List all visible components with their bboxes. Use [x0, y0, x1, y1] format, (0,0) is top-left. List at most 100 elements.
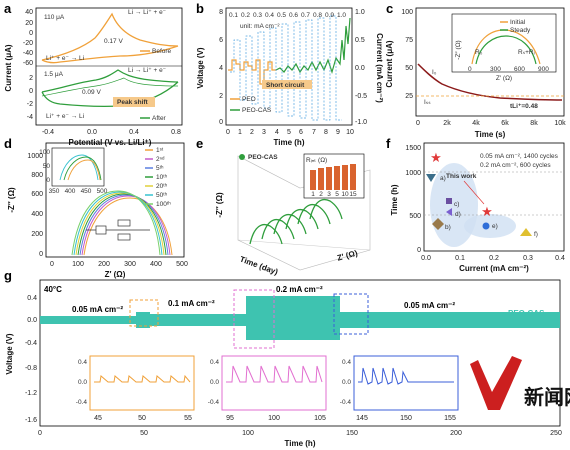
d-inset-xtick-3: 500 [97, 188, 108, 195]
d-legend-3: 10ᵗʰ [156, 174, 168, 181]
panel-c-yticks: 100 75 50 25 [401, 9, 413, 100]
d-ytick-2: 600 [31, 191, 43, 198]
g-ylabel: Voltage (V) [5, 333, 14, 375]
a-xtick-0: -0.4 [42, 129, 54, 136]
e-curve-1 [249, 223, 283, 245]
d-legend-1: 2ⁿᵈ [156, 156, 165, 163]
a-ylabel: Current (μA) [4, 44, 13, 91]
g-xtick-0: 0 [38, 430, 42, 437]
watermark: 新闻网 [470, 356, 570, 410]
f-star-1: ★ [430, 150, 442, 165]
a-ytick-9: -4 [27, 114, 33, 121]
g-inset2-xtick-2: 105 [314, 415, 326, 422]
cv-before-curve [41, 12, 179, 64]
d-xtick-3: 300 [124, 261, 136, 268]
c-inset-xtick-1: 300 [490, 66, 501, 73]
short-circuit-box [262, 80, 312, 89]
b-step-3: 0.4 [265, 12, 274, 19]
f-point-c [446, 198, 452, 204]
c-ytick-2: 50 [405, 65, 413, 72]
panel-g-yticks: 0.4 0.0 -0.4 -0.8 -1.2 -1.6 [25, 295, 37, 424]
g-inset3-ytick-0: 0.4 [342, 359, 351, 366]
f-label-f: f) [534, 231, 538, 238]
g-inset1-xtick-2: 55 [184, 415, 192, 422]
e-inset-bar-6 [350, 164, 356, 190]
g-inset-3 [353, 355, 459, 411]
f-point-b [432, 218, 444, 230]
g-ytick-5: -1.6 [25, 417, 37, 424]
f-arrow [463, 180, 485, 205]
d-legend-6: 100ᵗʰ [156, 201, 171, 208]
d-inset-ytick-2: 0 [46, 177, 50, 184]
cv-after-curve-2 [41, 77, 179, 97]
g-inset-1 [89, 355, 195, 411]
g-inset3-xtick-0: 145 [356, 415, 368, 422]
d-inset-xtick-2: 450 [81, 188, 92, 195]
f-xtick-3: 0.3 [523, 255, 533, 262]
g-inset-2 [221, 355, 327, 411]
d-legend-5: 50ᵗʰ [156, 192, 168, 199]
d-xtick-4: 400 [150, 261, 162, 268]
g-inset1-ytick-1: 0.0 [78, 379, 87, 386]
c-inset-xtick-3: 900 [538, 66, 549, 73]
b-step-5: 0.6 [289, 12, 298, 19]
b-ytick-4: 0 [219, 119, 223, 126]
c-ytick-0: 100 [401, 9, 413, 16]
panel-b-axes [225, 7, 353, 126]
g-seg2-label: 0.1 mA cm⁻² [168, 299, 215, 308]
g-legend: PEO-CAS [508, 309, 545, 318]
e-ylabel: Z′ (Ω) [336, 248, 359, 262]
d-curve-2 [81, 195, 171, 256]
panel-a-yticks: 40 20 0 -20 -40 -60 2 0 -2 -4 [23, 9, 33, 121]
f-point-f [520, 228, 532, 236]
f-xtick-0: 0.0 [421, 255, 431, 262]
panel-g-axes [39, 279, 561, 427]
b-step-4: 0.5 [277, 12, 286, 19]
d-inset-curve-1 [59, 154, 99, 181]
b-ytick-r1: 0.5 [355, 37, 365, 44]
legend-after: After [152, 115, 167, 122]
f-ytick-1: 1000 [405, 170, 421, 177]
c-xtick-0: 0 [416, 120, 420, 127]
e-curve-4 [285, 208, 319, 230]
a-ytick-3: -20 [23, 40, 33, 47]
b-current-step-labels: 0.1 0.2 0.3 0.4 0.5 0.6 0.7 0.8 0.9 1.0 [229, 12, 346, 19]
panel-a-axes [35, 7, 183, 126]
e-curve-5 [297, 203, 331, 225]
d-curve-1 [83, 197, 173, 256]
c-inset [451, 13, 557, 73]
panel-d: d 100 50 0 350 400 450 500 1ˢᵗ 2ⁿᵈ [4, 136, 188, 279]
g-inset2-ytick-2: -0.4 [208, 399, 220, 406]
e-zlabel: -Z″ (Ω) [215, 192, 224, 218]
a-xlabel: Potential (V vs. Li/Li⁺) [69, 138, 152, 147]
e-inset-bar-4 [334, 166, 340, 190]
f-label-b: b) [445, 224, 451, 231]
e-curve-2 [261, 218, 295, 240]
panel-c-axes [415, 7, 565, 117]
d-inset-curve-3 [67, 159, 101, 181]
f-note-2: 0.2 mA cm⁻², 600 cycles [480, 162, 551, 169]
c-xtick-2: 4k [472, 120, 480, 127]
e-inset-xtick-0: 1 [311, 191, 315, 198]
b-xtick-9: 9 [336, 129, 340, 136]
panel-a: a Peak shift 110 μA 0.17 V 1.5 μA 0.09 V… [4, 1, 183, 147]
b-step-9: 1.0 [337, 12, 346, 19]
d-circuit-r1 [95, 225, 107, 235]
f-ylabel: Time (h) [390, 184, 399, 215]
f-xlabel: Current (mA cm⁻²) [459, 264, 529, 273]
b-step-6: 0.7 [301, 12, 310, 19]
panel-c: c I₀ Iₛₛ tLi⁺=0.48 Initial Steady R₀ Rₛ+… [385, 1, 566, 139]
g-seg3-label: 0.2 mA cm⁻² [276, 285, 323, 294]
a-xtick-1: 0.0 [87, 129, 97, 136]
panel-label-e: e [196, 136, 203, 151]
g-inset-3-trace [358, 367, 454, 385]
a-ytick-8: -2 [27, 101, 33, 108]
panel-b-xticks: 0 1 2 3 4 5 6 7 8 9 10 [226, 129, 354, 136]
panel-b-yticks-right: 1.0 0.5 0.0 -0.5 -1.0 [355, 9, 367, 126]
f-star-2: ★ [481, 204, 493, 219]
panel-label-c: c [386, 1, 393, 16]
g-zoom-box-1 [129, 299, 159, 327]
b-current-steps [230, 15, 342, 121]
d-ytick-0: 1000 [27, 153, 43, 160]
g-inset1-ytick-2: -0.4 [76, 399, 88, 406]
